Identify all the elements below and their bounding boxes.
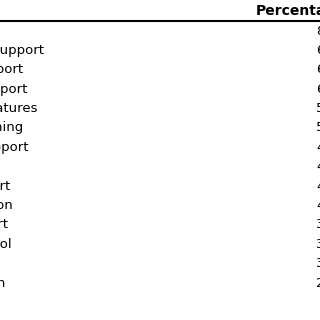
Text: 37%: 37% bbox=[316, 238, 320, 251]
Text: Platform Support: Platform Support bbox=[0, 63, 24, 76]
Text: Documentation: Documentation bbox=[0, 199, 13, 212]
Text: Technical Support: Technical Support bbox=[0, 141, 29, 154]
Text: 27%: 27% bbox=[316, 277, 320, 290]
Text: Advanced Features: Advanced Features bbox=[0, 102, 38, 115]
Text: 42%: 42% bbox=[316, 160, 320, 173]
Text: 30%: 30% bbox=[316, 257, 320, 270]
Text: 57%: 57% bbox=[316, 102, 320, 115]
Text: 40%: 40% bbox=[316, 199, 320, 212]
Text: 39%: 39% bbox=[316, 219, 320, 231]
Text: 55%: 55% bbox=[316, 122, 320, 134]
Text: Customization: Customization bbox=[0, 277, 6, 290]
Text: Online Support: Online Support bbox=[0, 180, 11, 193]
Text: 64%: 64% bbox=[316, 83, 320, 96]
Text: 81%: 81% bbox=[316, 25, 320, 37]
Text: Beginner Support: Beginner Support bbox=[0, 83, 28, 96]
Text: Tutorials/Training: Tutorials/Training bbox=[0, 122, 24, 134]
Text: Plugin Support: Plugin Support bbox=[0, 219, 8, 231]
Text: 66%: 66% bbox=[316, 44, 320, 57]
Text: 64%: 64% bbox=[316, 63, 320, 76]
Text: Community Support: Community Support bbox=[0, 44, 44, 57]
Text: Version Control: Version Control bbox=[0, 238, 12, 251]
Text: Percentage: Percentage bbox=[256, 4, 320, 18]
Text: 40%: 40% bbox=[316, 180, 320, 193]
Text: 48%: 48% bbox=[316, 141, 320, 154]
